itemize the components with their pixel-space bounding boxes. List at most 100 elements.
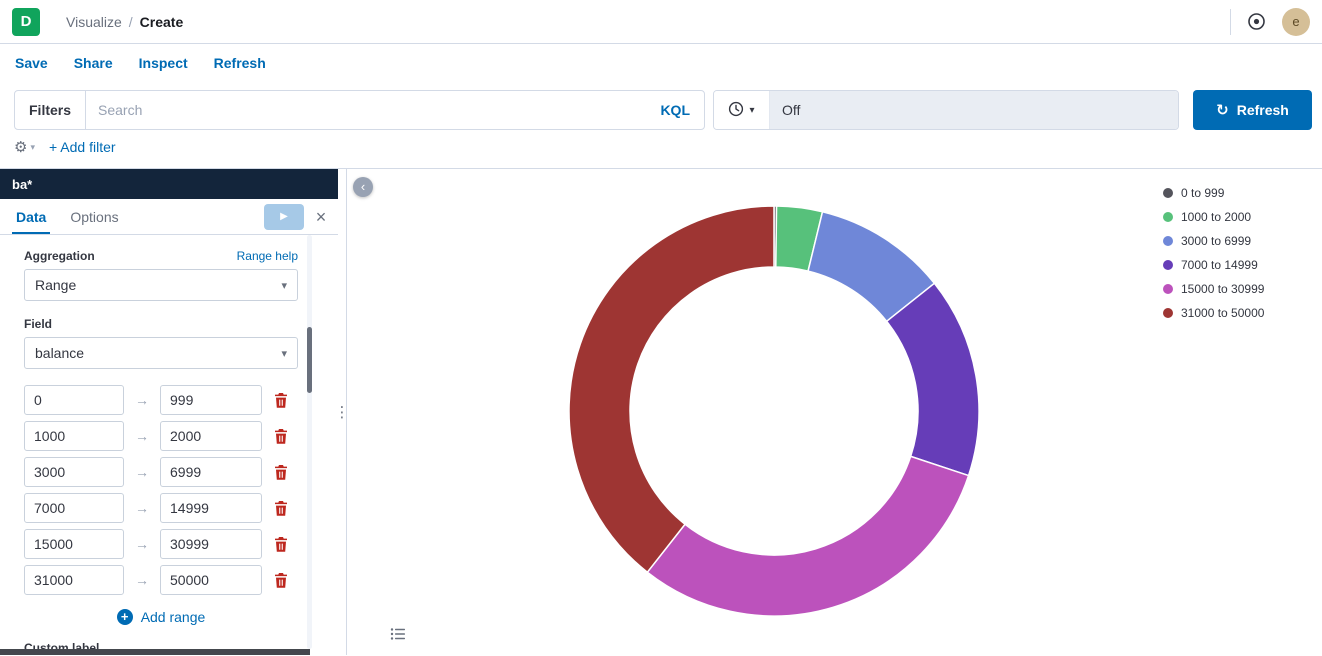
clock-icon (728, 101, 744, 120)
collapse-sidebar-button[interactable]: ‹ (353, 177, 373, 197)
field-select-value: balance (35, 345, 85, 361)
save-button[interactable]: Save (15, 55, 48, 71)
range-to-input[interactable] (160, 385, 262, 415)
time-display[interactable]: Off (770, 91, 1178, 129)
vis-editor-sidebar: ba* Data Options ▶ × Aggregation Range h… (0, 169, 338, 655)
chart-legend: 0 to 999 1000 to 2000 3000 to 6999 7000 … (1163, 181, 1264, 325)
filter-bar: ⚙ ▾ + Add filter (0, 136, 1322, 169)
divider (1230, 8, 1231, 35)
arrow-right-icon: → (135, 392, 149, 408)
legend-item[interactable]: 0 to 999 (1163, 181, 1264, 205)
legend-toggle-button[interactable] (387, 623, 409, 645)
legend-label: 1000 to 2000 (1181, 210, 1252, 224)
legend-item[interactable]: 3000 to 6999 (1163, 229, 1264, 253)
legend-label: 0 to 999 (1181, 186, 1225, 200)
range-from-input[interactable] (24, 565, 124, 595)
arrow-right-icon: → (135, 428, 149, 444)
donut-slice[interactable] (646, 455, 970, 617)
range-to-input[interactable] (160, 529, 262, 559)
user-avatar[interactable]: e (1282, 7, 1310, 36)
refresh-button[interactable]: ↻ Refresh (1193, 90, 1312, 130)
delete-range-button[interactable] (274, 500, 288, 516)
play-icon: ▶ (280, 211, 288, 222)
help-icon[interactable] (1247, 12, 1266, 31)
range-row: → (24, 385, 298, 415)
add-range-button[interactable]: + Add range (24, 609, 298, 625)
range-from-input[interactable] (24, 529, 124, 559)
legend-label: 15000 to 30999 (1181, 282, 1265, 296)
refresh-button-label: Refresh (1236, 102, 1289, 118)
range-from-input[interactable] (24, 457, 124, 487)
add-range-label: Add range (140, 609, 206, 625)
editor-form: Aggregation Range help Range ▾ Field bal… (0, 235, 338, 655)
legend-item[interactable]: 7000 to 14999 (1163, 253, 1264, 277)
delete-range-button[interactable] (274, 536, 288, 552)
refresh-icon: ↻ (1216, 102, 1229, 119)
editor-tabs: Data Options ▶ × (0, 199, 338, 235)
range-help-link[interactable]: Range help (236, 249, 298, 263)
tab-data[interactable]: Data (12, 199, 50, 234)
aggregation-select-value: Range (35, 277, 77, 293)
legend-item[interactable]: 15000 to 30999 (1163, 277, 1264, 301)
range-row: → (24, 565, 298, 595)
search-input[interactable] (86, 91, 647, 129)
add-filter-link[interactable]: + Add filter (48, 139, 116, 155)
legend-color-dot (1163, 188, 1173, 198)
aggregation-select[interactable]: Range ▾ (24, 269, 298, 301)
range-from-input[interactable] (24, 493, 124, 523)
range-row: → (24, 457, 298, 487)
donut-slice[interactable] (568, 205, 775, 574)
kql-toggle-button[interactable]: KQL (646, 102, 704, 118)
editor-scrollbar-thumb[interactable] (307, 327, 312, 393)
aggregation-label: Aggregation (24, 249, 95, 263)
delete-range-button[interactable] (274, 392, 288, 408)
inspect-button[interactable]: Inspect (138, 55, 188, 71)
tab-options[interactable]: Options (70, 208, 119, 225)
arrow-right-icon: → (135, 500, 149, 516)
chevron-down-icon: ▾ (281, 279, 287, 292)
app-logo[interactable]: D (12, 7, 40, 36)
legend-label: 31000 to 50000 (1181, 306, 1265, 320)
field-label: Field (24, 317, 53, 331)
breadcrumb-current: Create (139, 13, 184, 30)
query-bar: Filters KQL ▾ Off ↻ Refresh (0, 82, 1322, 136)
field-select[interactable]: balance ▾ (24, 337, 298, 369)
range-row: → (24, 529, 298, 559)
drag-dots-icon: ⋮ (334, 404, 350, 421)
refresh-menu-button[interactable]: Refresh (213, 55, 266, 71)
legend-item[interactable]: 1000 to 2000 (1163, 205, 1264, 229)
editor-horizontal-scrollbar[interactable] (0, 649, 310, 655)
share-button[interactable]: Share (73, 55, 113, 71)
index-pattern-title: ba* (12, 176, 33, 192)
main-content: ba* Data Options ▶ × Aggregation Range h… (0, 169, 1322, 655)
range-to-input[interactable] (160, 421, 262, 451)
range-from-input[interactable] (24, 385, 124, 415)
time-picker-toggle-button[interactable]: ▾ (714, 91, 770, 129)
delete-range-button[interactable] (274, 428, 288, 444)
chart-area: ‹ 0 to 999 1000 to 2000 3000 to 6999 700… (346, 169, 1322, 655)
delete-range-button[interactable] (274, 464, 288, 480)
donut-slice[interactable] (885, 282, 980, 477)
range-to-input[interactable] (160, 565, 262, 595)
range-to-input[interactable] (160, 457, 262, 487)
legend-color-dot (1163, 236, 1173, 246)
breadcrumb-section[interactable]: Visualize (66, 13, 122, 30)
chevron-down-icon: ▾ (30, 141, 35, 152)
legend-item[interactable]: 31000 to 50000 (1163, 301, 1264, 325)
donut-chart[interactable] (564, 201, 984, 621)
chevron-down-icon: ▾ (281, 347, 287, 360)
delete-range-button[interactable] (274, 572, 288, 588)
legend-color-dot (1163, 308, 1173, 318)
search-group: Filters KQL (14, 90, 705, 130)
breadcrumb-separator: / (128, 13, 133, 30)
filters-button[interactable]: Filters (15, 91, 87, 129)
apply-changes-button[interactable]: ▶ (264, 203, 304, 230)
panel-resize-handle[interactable]: ⋮ (335, 169, 350, 655)
close-editor-button[interactable]: × (304, 208, 338, 226)
range-to-input[interactable] (160, 493, 262, 523)
filter-options-button[interactable]: ⚙ ▾ (14, 138, 35, 156)
top-menu: Save Share Inspect Refresh (0, 44, 1322, 82)
top-bar: D Visualize / Create e (0, 0, 1322, 44)
range-row: → (24, 421, 298, 451)
range-from-input[interactable] (24, 421, 124, 451)
